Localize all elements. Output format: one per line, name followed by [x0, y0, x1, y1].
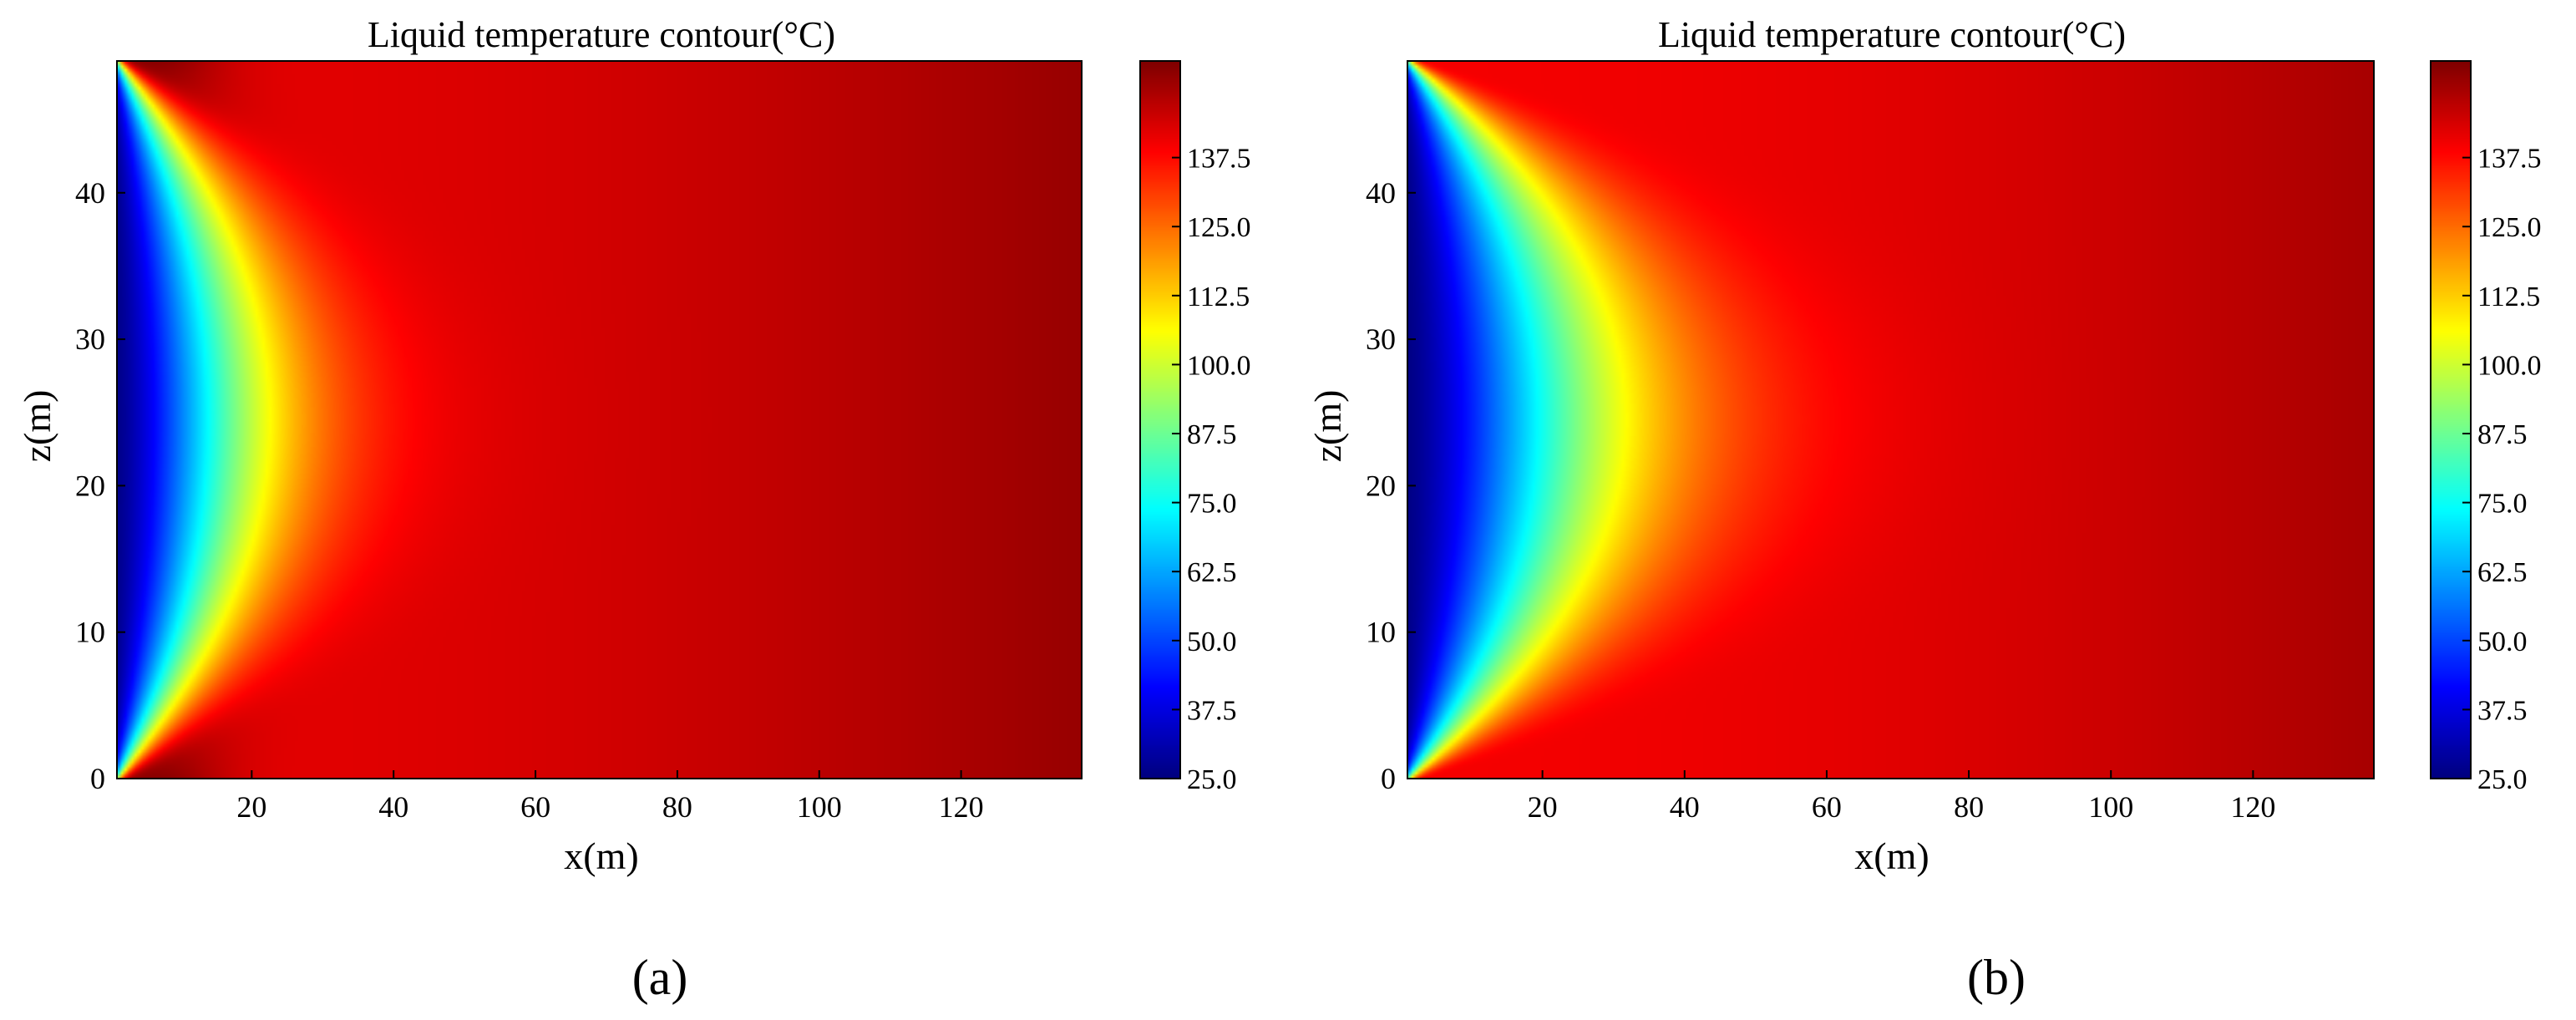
heatmap-field [117, 61, 1082, 779]
x-ticks-a: 20 40 60 80 100 120 [236, 770, 984, 824]
y-tick-label: 20 [75, 469, 105, 502]
colorbar-tick-label: 125.0 [1187, 212, 1251, 243]
panel-a: Liquid temperature contour(°C) x(m) z(m)… [16, 14, 1251, 1005]
plot-frame [116, 60, 1083, 779]
y-tick-label: 10 [75, 616, 105, 649]
colorbar-tick-label: 37.5 [1187, 695, 1237, 726]
panel-b: Liquid temperature contour(°C) x(m) z(m)… [1306, 14, 2542, 1005]
y-tick-label: 30 [1366, 322, 1396, 356]
colorbar-tick-label: 62.5 [2477, 557, 2528, 588]
x-tick-label: 20 [236, 790, 266, 824]
x-tick-label: 40 [1670, 790, 1700, 824]
colorbar-tick-label: 50.0 [1187, 627, 1237, 657]
colorbar-tick-label: 75.0 [2477, 489, 2528, 520]
colorbar-tick-label: 112.5 [2477, 282, 2540, 312]
x-tick-label: 60 [1812, 790, 1842, 824]
x-tick-label: 60 [520, 790, 550, 824]
y-axis-label-b: z(m) [1306, 390, 1349, 463]
x-axis-label-a: x(m) [564, 835, 638, 877]
x-tick-label: 100 [797, 790, 842, 824]
colorbar-tick-label: 125.0 [2477, 212, 2542, 243]
colorbar-gradient [2431, 61, 2471, 779]
colorbar-tick-label: 100.0 [2477, 350, 2542, 381]
subfigure-label-b: (b) [1967, 950, 2026, 1005]
x-axis-label-b: x(m) [1854, 835, 1929, 877]
plot-frame [1407, 60, 2375, 779]
y-tick-label: 0 [1381, 762, 1396, 795]
colorbar-tick-label: 37.5 [2477, 695, 2528, 726]
colorbar-tick-label: 112.5 [1187, 282, 1250, 312]
x-tick-label: 120 [939, 790, 984, 824]
x-tick-label: 80 [662, 790, 692, 824]
x-tick-label: 120 [2230, 790, 2275, 824]
y-tick-label: 20 [1366, 469, 1396, 502]
heatmap-field [1407, 61, 2374, 779]
y-ticks-b: 0 10 20 30 40 [1366, 176, 1416, 795]
subfigure-label-a: (a) [632, 950, 688, 1005]
chart-title-b: Liquid temperature contour(°C) [1658, 14, 2126, 55]
colorbar-b: 25.0 37.5 50.0 62.5 75.0 87.5 100.0 112.5 125.0 1… [2430, 60, 2542, 795]
colorbar-tick-label: 137.5 [2477, 144, 2542, 175]
x-tick-label: 100 [2088, 790, 2133, 824]
colorbar-frame [1139, 60, 1181, 779]
plot-area-a [116, 60, 1083, 779]
colorbar-tick-label: 137.5 [1187, 144, 1251, 175]
colorbar-frame [2430, 60, 2472, 779]
colorbar-tick-label: 87.5 [1187, 419, 1237, 450]
y-tick-label: 30 [75, 322, 105, 356]
colorbar-tick-label: 50.0 [2477, 627, 2528, 657]
x-ticks-b: 20 40 60 80 100 120 [1528, 770, 2275, 824]
y-tick-label: 0 [90, 762, 105, 795]
chart-title-a: Liquid temperature contour(°C) [368, 14, 835, 55]
y-tick-label: 40 [1366, 176, 1396, 210]
y-ticks-a: 0 10 20 30 40 [75, 176, 125, 795]
colorbar-tick-label: 25.0 [2477, 764, 2528, 795]
x-tick-label: 20 [1528, 790, 1558, 824]
colorbar-gradient [1140, 61, 1180, 779]
y-tick-label: 40 [75, 176, 105, 210]
colorbar-tick-label: 87.5 [2477, 419, 2528, 450]
y-tick-label: 10 [1366, 616, 1396, 649]
x-tick-label: 80 [1954, 790, 1984, 824]
colorbar-a: 25.0 37.5 50.0 62.5 75.0 87.5 100.0 112.5 125.0 1… [1139, 60, 1251, 795]
colorbar-tick-label: 100.0 [1187, 350, 1251, 381]
colorbar-tick-label: 25.0 [1187, 764, 1237, 795]
y-axis-label-a: z(m) [16, 390, 58, 463]
colorbar-tick-label: 62.5 [1187, 557, 1237, 588]
colorbar-tick-label: 75.0 [1187, 489, 1237, 520]
plot-area-b [1407, 60, 2375, 779]
x-tick-label: 40 [378, 790, 408, 824]
